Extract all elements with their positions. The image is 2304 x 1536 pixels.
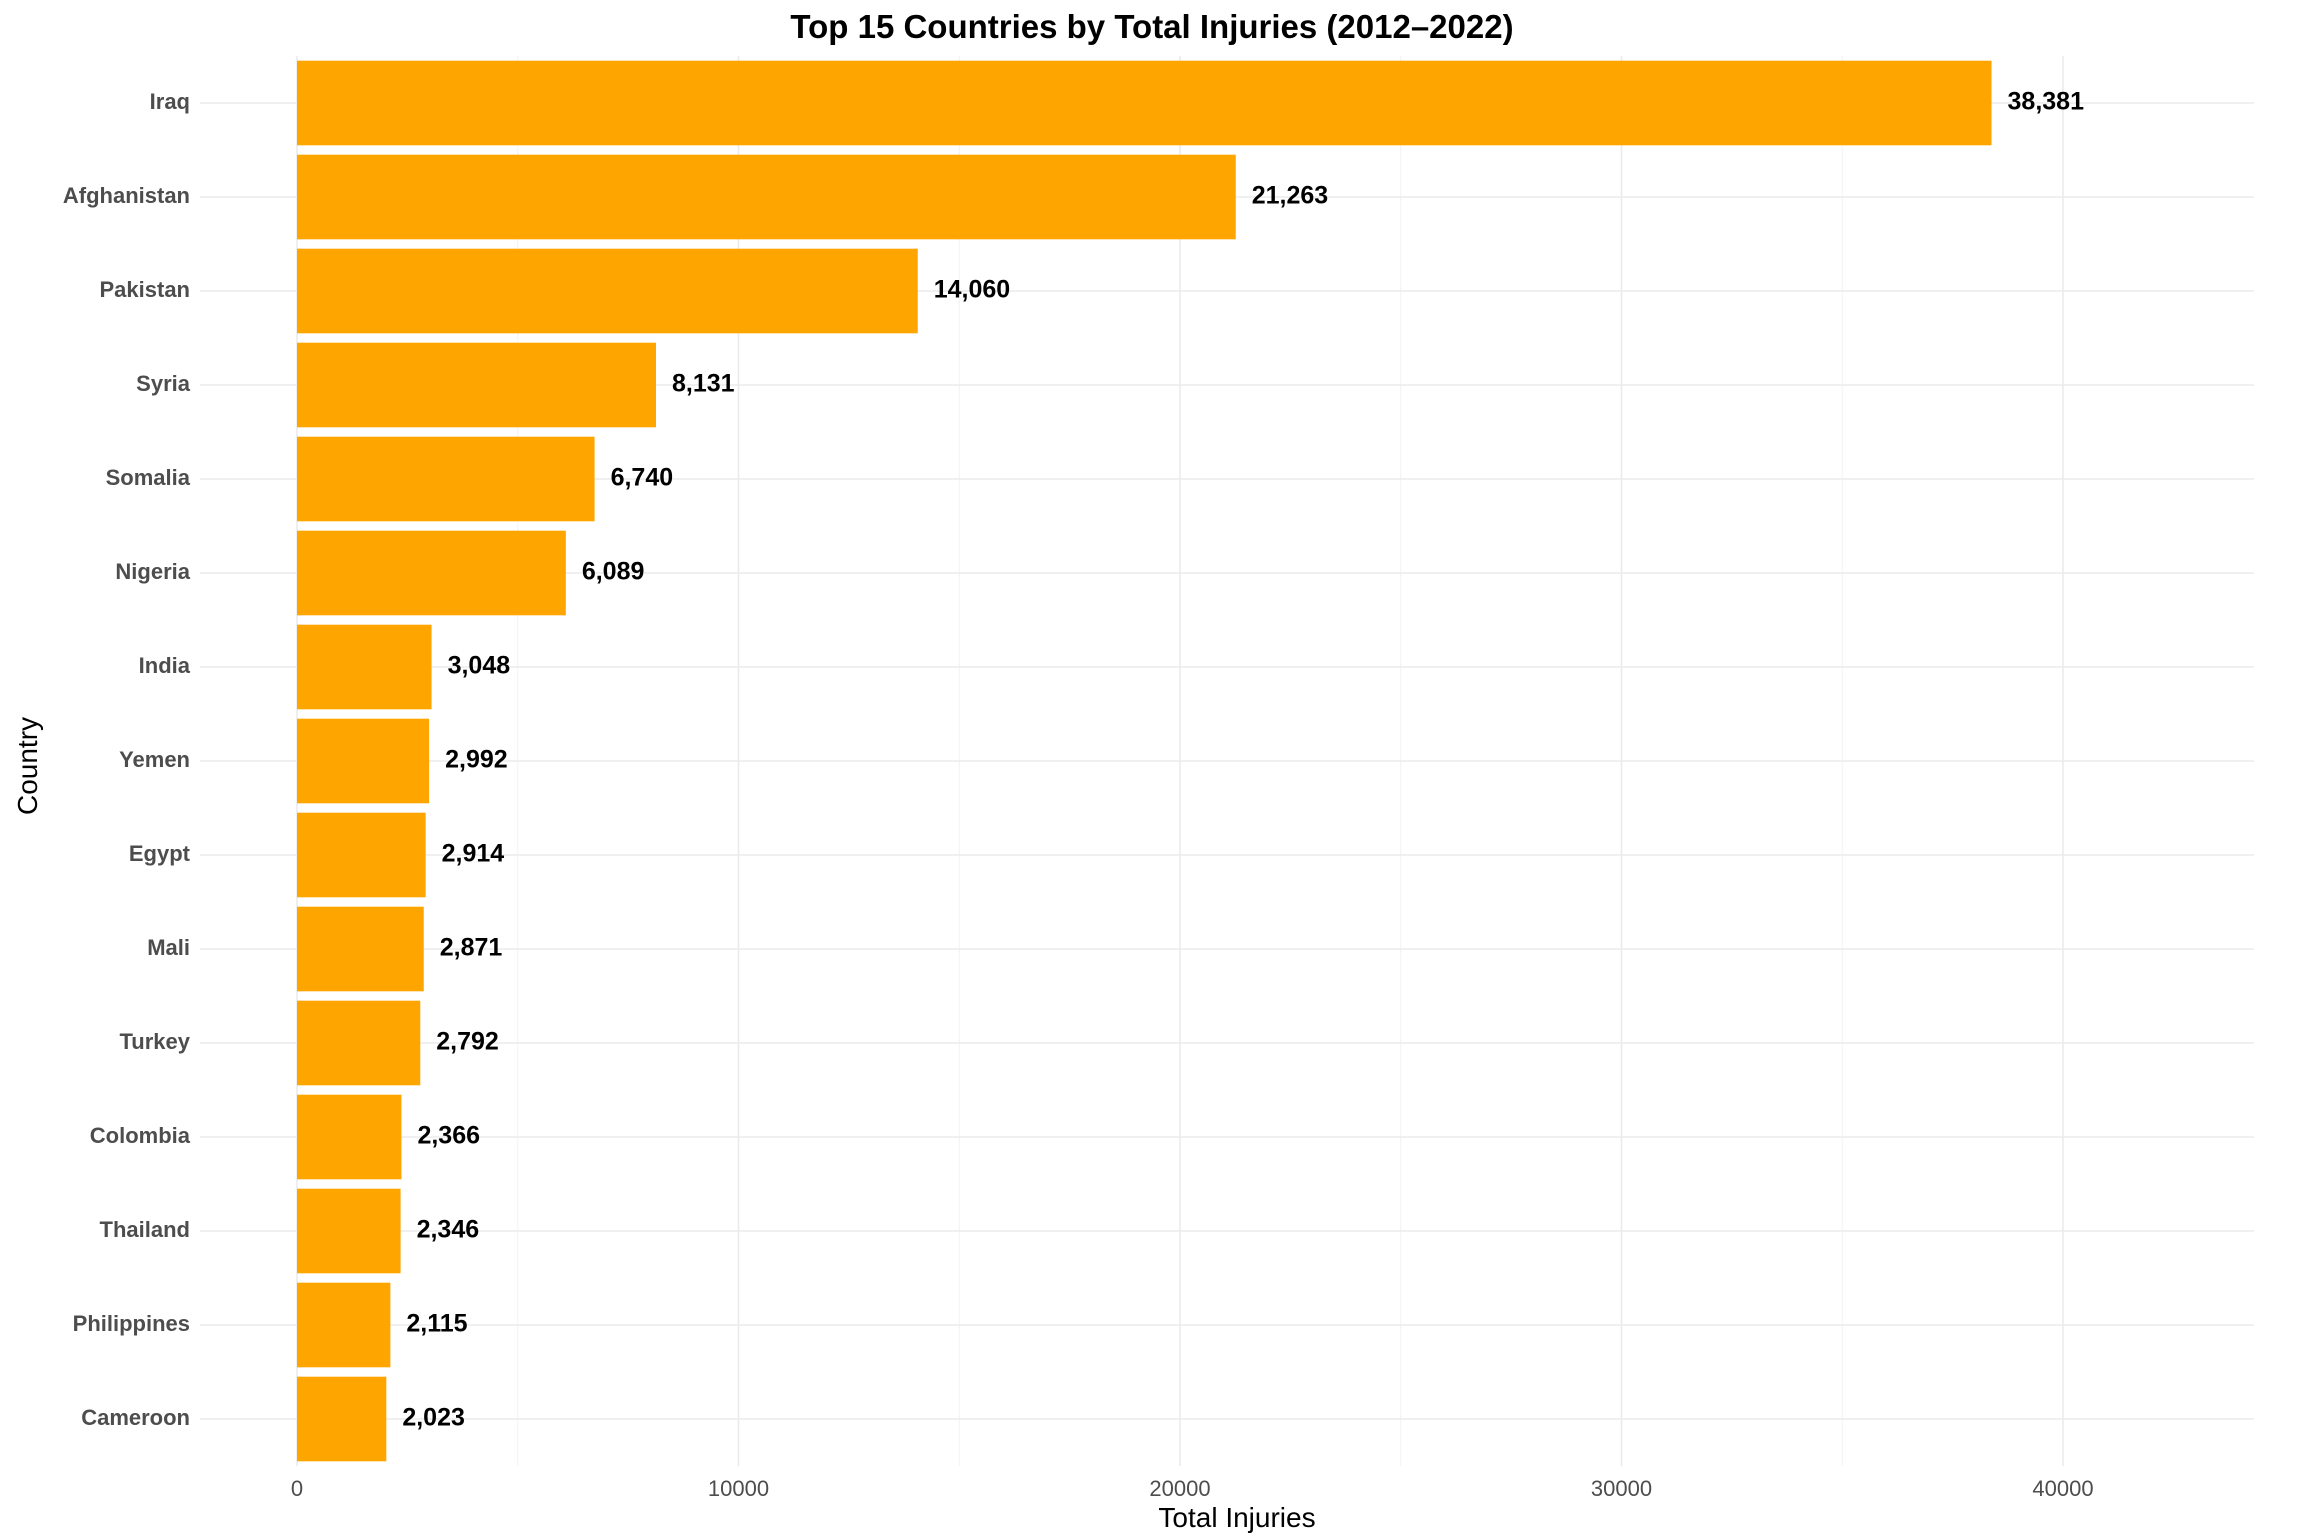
data-label: 2,871: [440, 934, 503, 962]
x-tick-label: 30000: [1591, 1476, 1652, 1501]
bar-yemen: [297, 718, 430, 804]
y-tick-label: Pakistan: [100, 277, 191, 302]
x-tick-label: 20000: [1149, 1476, 1210, 1501]
bar-mali: [297, 906, 424, 992]
bar-philippines: [297, 1282, 391, 1368]
y-tick-label: Mali: [147, 935, 190, 960]
y-tick-label: Somalia: [106, 465, 191, 490]
data-label: 2,346: [417, 1216, 480, 1244]
data-label: 2,366: [417, 1122, 480, 1150]
x-tick-label: 10000: [708, 1476, 769, 1501]
y-tick-label: Thailand: [100, 1217, 190, 1242]
data-label: 2,792: [436, 1028, 499, 1056]
bar-iraq: [297, 60, 1992, 146]
y-tick-label: Afghanistan: [63, 183, 190, 208]
bar-nigeria: [297, 530, 566, 616]
data-label: 8,131: [672, 370, 735, 398]
y-tick-label: Philippines: [73, 1311, 190, 1336]
y-tick-label: Cameroon: [81, 1405, 190, 1430]
data-label: 2,914: [442, 840, 505, 868]
data-label: 6,740: [611, 464, 674, 492]
y-tick-label: India: [139, 653, 191, 678]
y-tick-label: Yemen: [119, 747, 190, 772]
bar-cameroon: [297, 1376, 387, 1462]
data-label: 2,023: [402, 1404, 465, 1432]
y-tick-label: Turkey: [119, 1029, 190, 1054]
y-tick-label: Egypt: [129, 841, 191, 866]
data-label: 2,115: [406, 1310, 467, 1338]
bar-turkey: [297, 1000, 421, 1086]
data-label: 21,263: [1252, 182, 1328, 210]
y-tick-label: Colombia: [90, 1123, 191, 1148]
bar-afghanistan: [297, 154, 1236, 240]
y-tick-label: Syria: [136, 371, 191, 396]
x-axis-label: Total Injuries: [1158, 1502, 1316, 1533]
data-label: 14,060: [934, 276, 1010, 304]
y-tick-label: Iraq: [150, 89, 190, 114]
x-tick-label: 40000: [2032, 1476, 2093, 1501]
bar-egypt: [297, 812, 426, 898]
bar-thailand: [297, 1188, 401, 1274]
y-tick-label: Nigeria: [115, 559, 190, 584]
x-tick-label: 0: [291, 1476, 303, 1501]
data-label: 38,381: [2008, 88, 2085, 116]
bar-colombia: [297, 1094, 402, 1180]
y-axis-label: Country: [12, 716, 43, 816]
data-label: 3,048: [448, 652, 511, 680]
bar-india: [297, 624, 432, 710]
bar-syria: [297, 342, 656, 428]
bar-somalia: [297, 436, 595, 522]
chart-title: Top 15 Countries by Total Injuries (2012…: [790, 8, 1514, 45]
data-label: 2,992: [445, 746, 508, 774]
data-label: 6,089: [582, 558, 645, 586]
bar-pakistan: [297, 248, 918, 334]
